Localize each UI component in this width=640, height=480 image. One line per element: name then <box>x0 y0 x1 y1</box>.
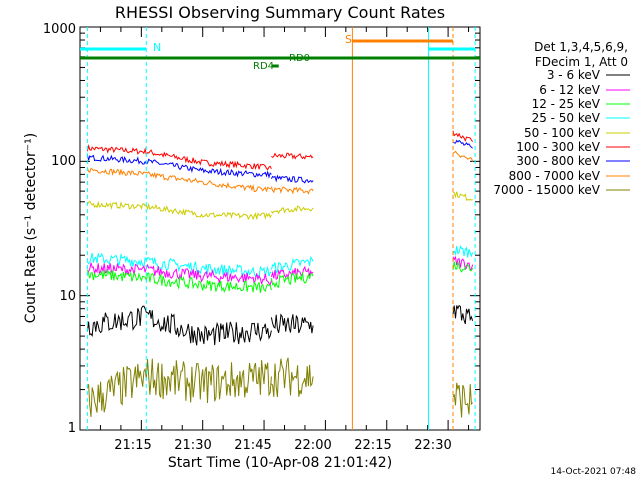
y-tick-label-1: 1 <box>68 421 76 436</box>
legend-entry-5: 100 - 300 keV <box>516 140 600 154</box>
x-tick-label-2115: 21:15 <box>114 438 151 453</box>
series-line-5-segment-0 <box>86 262 272 286</box>
x-tick-label-2215: 22:15 <box>354 438 391 453</box>
series-line-8-segment-2 <box>452 382 473 418</box>
chart-title: RHESSI Observing Summary Count Rates <box>115 3 445 22</box>
series-line-1-segment-0 <box>86 154 272 179</box>
series-line-7-segment-1 <box>270 313 314 334</box>
series-line-5-segment-2 <box>452 255 474 272</box>
series-line-4-segment-0 <box>86 251 272 279</box>
series-line-3-segment-1 <box>270 205 314 215</box>
series-line-3-segment-2 <box>452 191 473 201</box>
series-line-4-segment-1 <box>270 256 314 274</box>
annotation-s-label: S <box>345 33 352 46</box>
legend-entry-2: 12 - 25 keV <box>532 97 601 111</box>
plot-area <box>79 26 481 431</box>
legend-entry-0: 3 - 6 keV <box>547 68 601 82</box>
series-line-5-segment-1 <box>270 265 314 280</box>
series-line-3-segment-0 <box>86 200 272 221</box>
series-line-2-segment-1 <box>270 186 314 195</box>
x-tick-label-2145: 21:45 <box>234 438 271 453</box>
legend-entry-3: 25 - 50 keV <box>532 111 601 125</box>
y-axis-label: Count Rate (s⁻¹ detector⁻¹) <box>23 133 39 323</box>
annotation-rd4-label: RD4 <box>253 61 274 72</box>
x-tick-label-2200: 22:00 <box>294 438 331 453</box>
y-tick-label-10: 10 <box>59 289 76 304</box>
legend-entry-1: 6 - 12 keV <box>539 83 601 97</box>
series-line-0-segment-0 <box>86 143 272 171</box>
series-line-1-segment-2 <box>452 139 473 149</box>
series-line-1-segment-1 <box>270 174 314 184</box>
series-line-2-segment-2 <box>452 150 474 162</box>
series-line-8-segment-0 <box>86 358 272 417</box>
legend: Det 1,3,4,5,6,9, FDecim 1, Att 0 3 - 6 k… <box>493 40 628 197</box>
plot-frame <box>79 26 481 431</box>
series-line-2-segment-0 <box>86 167 272 193</box>
timestamp-footer: 14-Oct-2021 07:48 <box>551 467 637 477</box>
x-axis-label: Start Time (10-Apr-08 21:01:42) <box>168 455 392 471</box>
series-line-7-segment-2 <box>452 304 474 325</box>
legend-header-2: FDecim 1, Att 0 <box>535 55 628 69</box>
legend-entry-6: 300 - 800 keV <box>516 154 600 168</box>
series-line-6-segment-1 <box>270 272 314 289</box>
series-line-0-segment-1 <box>271 152 314 160</box>
x-tick-label-2130: 21:30 <box>174 438 211 453</box>
series-line-6-segment-2 <box>452 261 474 273</box>
annotation-n-label: N <box>153 41 161 54</box>
legend-header-1: Det 1,3,4,5,6,9, <box>534 40 628 54</box>
y-tick-label-100: 100 <box>51 154 76 169</box>
series-line-7-segment-0 <box>86 305 272 346</box>
legend-entry-8: 7000 - 15000 keV <box>493 183 600 197</box>
legend-swatches <box>606 74 630 191</box>
x-tick-label-2230: 22:30 <box>414 438 451 453</box>
series-line-0-segment-2 <box>452 130 474 142</box>
series-line-4-segment-2 <box>452 245 474 258</box>
y-tick-label-1000: 1000 <box>43 22 76 37</box>
series-line-8-segment-1 <box>271 357 314 398</box>
legend-entry-7: 800 - 7000 keV <box>509 169 601 183</box>
legend-entry-4: 50 - 100 keV <box>524 126 601 140</box>
annotation-rd0-label: RD0 <box>289 53 310 64</box>
series-line-6-segment-0 <box>86 268 272 293</box>
